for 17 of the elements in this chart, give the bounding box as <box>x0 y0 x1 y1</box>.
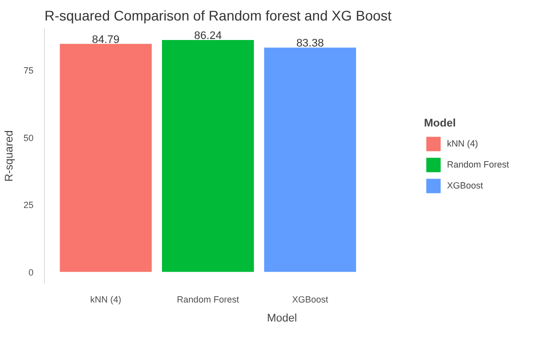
y-tick-label: 25 <box>23 200 34 210</box>
data-label: 83.38 <box>296 38 324 50</box>
y-tick-label: 0 <box>28 267 34 278</box>
y-axis-title: R-squared <box>3 130 16 182</box>
y-tick-label: 75 <box>23 66 34 76</box>
chart-title: R-squared Comparison of Random forest and XG Boost <box>44 8 392 24</box>
x-axis-title: Model <box>267 312 297 324</box>
x-tick-label: Random Forest <box>176 294 240 304</box>
y-tick-label: 50 <box>23 132 34 143</box>
x-tick-label: XGBoost <box>292 294 329 304</box>
legend-label: XGBoost <box>446 180 483 190</box>
legend-label: Random Forest <box>446 159 509 169</box>
data-label: 86.24 <box>194 30 222 42</box>
x-tick-label: kNN (4) <box>90 294 122 304</box>
data-label: 84.79 <box>92 34 120 46</box>
legend-title: Model <box>424 117 457 129</box>
legend-label: kNN (4) <box>446 138 478 148</box>
